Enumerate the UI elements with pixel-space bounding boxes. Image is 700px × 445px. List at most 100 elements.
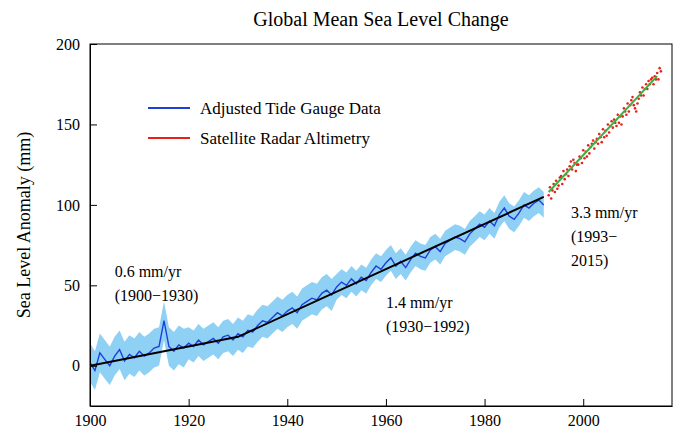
data-point [626,102,629,105]
data-point [631,96,634,99]
data-point [628,110,631,113]
data-point [656,72,659,75]
annotation: 0.6 mm/yr [115,263,182,281]
data-point [651,76,654,79]
data-point [602,128,605,131]
y-tick-mark [90,124,97,125]
trend-line [549,76,658,192]
x-tick: 1980 [469,399,501,429]
chart: 190019201940196019802000050100150200Glob… [0,0,700,445]
data-point [621,115,624,118]
data-point [615,125,618,128]
data-point [657,78,660,81]
data-point [581,162,584,165]
data-point [557,184,560,187]
data-point [582,149,585,152]
data-point [618,122,621,125]
x-tick-label: 1980 [469,412,501,429]
x-tick-label: 1940 [272,412,304,429]
data-point [647,80,650,83]
data-point [635,110,638,113]
y-tick-mark [90,44,97,45]
x-tick-label: 1920 [173,412,205,429]
data-point [620,123,623,126]
y-tick: 100 [56,197,97,214]
data-point [598,133,601,136]
trend-line [90,197,544,366]
data-point [623,107,626,110]
y-tick: 150 [56,116,97,133]
data-line [90,200,544,371]
data-point [555,179,558,182]
data-point [593,147,596,150]
data-point [636,102,639,105]
data-point [610,120,613,123]
data-point [642,94,645,97]
data-point [586,155,589,158]
data-point [577,163,580,166]
y-tick-label: 0 [72,357,80,374]
data-point [608,131,611,134]
y-tick: 0 [72,357,97,374]
legend-label: Satellite Radar Altimetry [200,129,370,148]
y-axis: 050100150200 [56,36,97,407]
x-tick-label: 1900 [75,412,107,429]
data-point [550,197,553,200]
data-point [570,160,573,163]
data-point [658,67,661,70]
x-axis: 1900 1920 1940 1960 1980 2000 [75,399,673,429]
y-tick: 200 [56,36,97,53]
data-point [634,107,637,110]
x-tick-label: 1960 [370,412,402,429]
data-point [572,159,575,162]
y-axis-line [90,45,91,407]
legend-label: Adjusted Tide Gauge Data [200,99,381,118]
data-point [645,83,648,86]
y-tick-label: 150 [56,116,80,133]
data-point [632,104,635,107]
chart-title: Global Mean Sea Level Change [253,8,509,31]
y-tick-mark [90,205,97,206]
y-tick-mark [90,285,97,286]
legend-swatch [148,137,190,139]
x-tick: 2000 [568,399,600,429]
annotation: (1930−1992) [386,318,470,336]
x-tick: 1960 [370,399,402,429]
data-point [607,123,610,126]
data-point [575,170,578,173]
y-tick-mark [90,366,97,367]
data-point [616,113,619,116]
x-tick: 1920 [173,399,205,429]
x-tick-label: 2000 [568,412,600,429]
data-point [605,134,608,137]
legend-swatch [148,107,190,109]
annotation: (1900−1930) [115,287,199,305]
data-point [592,139,595,142]
annotation: 2015) [571,252,608,270]
data-point [612,126,615,129]
x-tick-mark [287,399,288,406]
data-point [567,175,570,178]
annotation: 1.4 mm/yr [386,294,453,312]
data-point [556,188,559,191]
y-tick-label: 100 [56,197,80,214]
y-axis-title: Sea Level Anomaly (mm) [14,132,35,318]
annotation: (1993− [571,228,617,246]
data-point [562,170,565,173]
x-tick-mark [485,399,486,406]
y-tick-label: 200 [56,36,80,53]
data-point [603,136,606,139]
data-point [625,113,628,116]
data-point [583,157,586,160]
data-point [561,183,564,186]
data-point [597,142,600,145]
x-tick-mark [189,399,190,406]
x-axis-line [91,406,673,407]
data-point [547,194,550,197]
data-point [630,99,633,102]
plot-frame [90,44,672,406]
data-point [660,70,663,73]
data-point [652,83,655,86]
data-point [554,191,557,194]
data-point [600,141,603,144]
